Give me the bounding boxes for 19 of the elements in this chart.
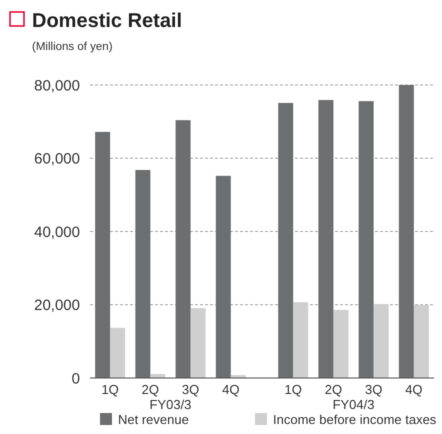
legend-label: Income before income taxes: [273, 412, 437, 427]
x-tick-label: 1Q: [284, 382, 302, 397]
x-tick-label: 3Q: [182, 382, 200, 397]
x-tick-label: 4Q: [222, 382, 240, 397]
y-tick-label: 0: [72, 370, 80, 388]
x-tick-label: 4Q: [405, 382, 423, 397]
legend-label: Net revenue: [118, 412, 189, 427]
chart-subtitle: (Millions of yen): [32, 41, 113, 53]
y-tick-label: 80,000: [34, 77, 80, 94]
chart-title: Domestic Retail: [32, 10, 182, 32]
y-tick-label: 40,000: [34, 224, 80, 241]
y-tick-label: 20,000: [34, 297, 80, 314]
x-tick-label: 3Q: [364, 382, 382, 397]
x-tick-label: 2Q: [324, 382, 342, 397]
text: FY03/3: [150, 397, 192, 412]
x-tick-label: 1Q: [101, 382, 119, 397]
text: FY04/3: [332, 397, 374, 412]
y-tick-label: 60,000: [34, 150, 80, 168]
x-tick-label: 2Q: [142, 382, 160, 397]
